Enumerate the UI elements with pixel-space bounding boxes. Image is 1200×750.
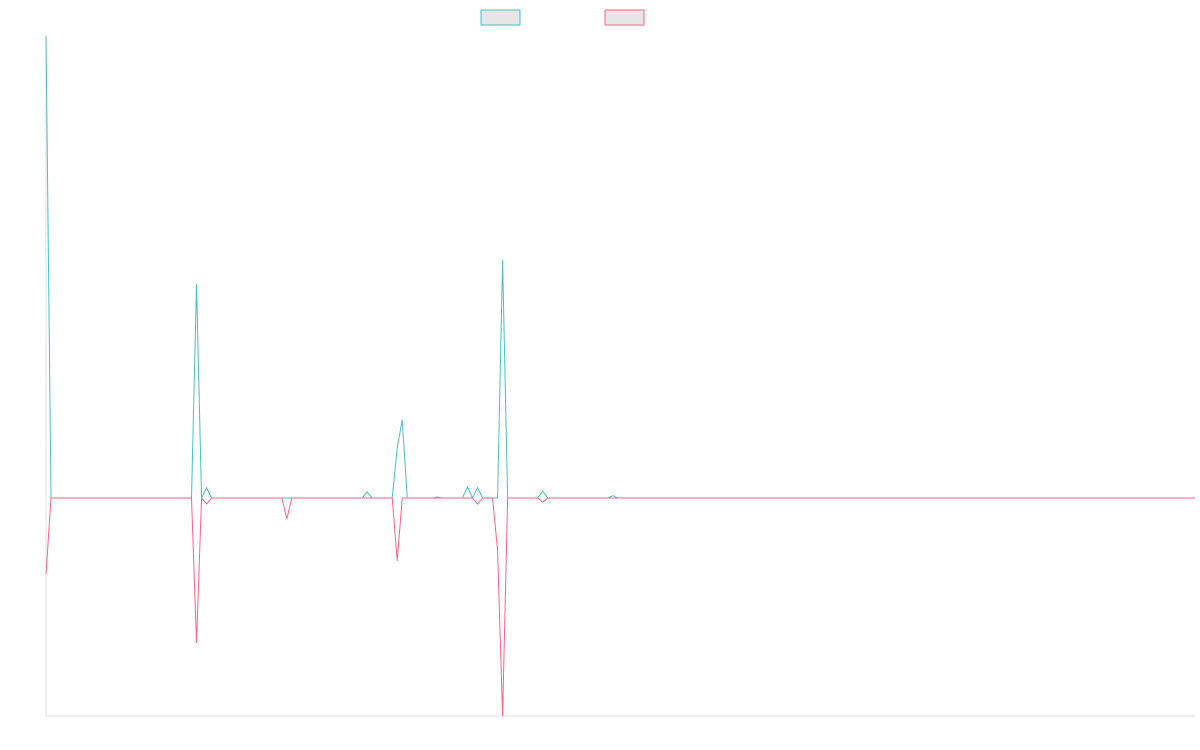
series-line [45,496,1195,717]
legend-swatch [480,9,521,26]
legend-swatch [604,9,645,26]
series-line [45,35,1195,500]
